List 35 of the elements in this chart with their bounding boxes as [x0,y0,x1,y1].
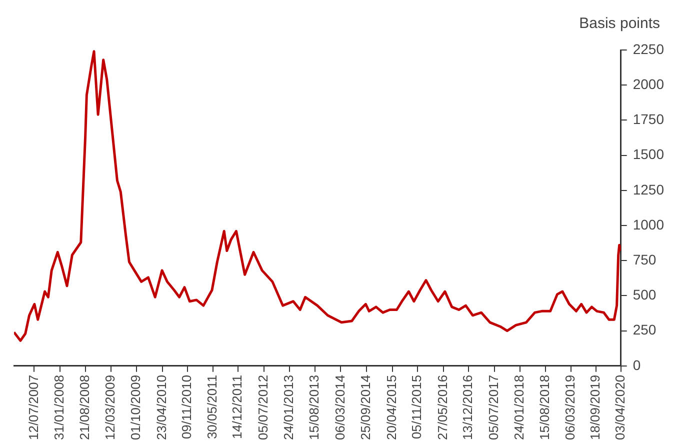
x-tick-label: 27/05/2016 [434,374,450,440]
y-tick-label: 250 [632,322,656,338]
y-tick-label: 1500 [632,146,664,162]
x-tick-label: 21/08/2008 [77,374,92,440]
y-tick-label: 1250 [632,181,664,198]
x-tick-label: 23/04/2010 [154,374,169,440]
x-tick-label: 12/03/2009 [102,374,118,440]
x-tick-label: 15/08/2013 [306,374,322,440]
x-tick-label: 12/07/2007 [26,374,41,440]
x-tick-label: 01/10/2009 [128,374,144,440]
x-tick-label: 30/05/2011 [204,374,220,440]
x-tick-label: 05/07/2017 [486,374,501,440]
y-tick-label: 1000 [632,216,664,232]
x-tick-label: 20/04/2015 [384,374,400,440]
x-tick-label: 05/07/2012 [255,374,270,440]
x-tick-label: 06/03/2019 [562,374,578,440]
x-tick-label: 15/08/2018 [537,374,552,440]
y-tick-label: 1750 [632,111,664,128]
x-tick-label: 03/04/2020 [612,374,628,440]
x-tick-label: 05/11/2015 [409,374,424,440]
x-tick-label: 18/09/2019 [587,374,602,440]
x-tick-label: 13/12/2016 [460,374,476,440]
y-axis-title: Basis points [579,15,660,32]
x-tick-label: 24/01/2013 [281,374,296,440]
y-tick-label: 750 [632,251,656,268]
x-tick-label: 14/12/2011 [230,374,245,440]
y-tick-label: 2250 [632,40,664,57]
x-tick-label: 24/01/2018 [511,374,526,440]
x-tick-label: 31/01/2008 [51,374,66,440]
x-tick-label: 09/11/2010 [179,374,194,440]
y-tick-label: 2000 [632,76,664,92]
x-tick-label: 25/09/2014 [358,374,373,440]
y-tick-label: 0 [632,356,641,373]
y-tick-label: 500 [632,286,656,303]
x-tick-label: 06/03/2014 [332,374,348,440]
